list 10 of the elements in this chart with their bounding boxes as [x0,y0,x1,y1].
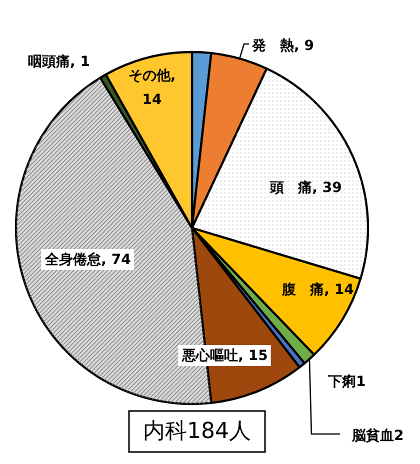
slice-label: 全身倦怠, 74 [44,251,132,268]
slice-label: 発 熱, 9 [251,38,314,54]
slice-label: 腹 痛, 14 [281,281,354,298]
slice-label: 下痢1 [327,373,366,390]
slice-label: 咽頭痛, 1 [28,53,90,70]
slice-label: 脳貧血2 [351,428,404,444]
slice-label: 頭 痛, 39 [269,179,342,196]
slice-label: 悪心嘔吐, 15 [181,347,268,364]
text: 内科184人 [143,419,251,444]
slice-label: その他, 14 [128,68,176,108]
